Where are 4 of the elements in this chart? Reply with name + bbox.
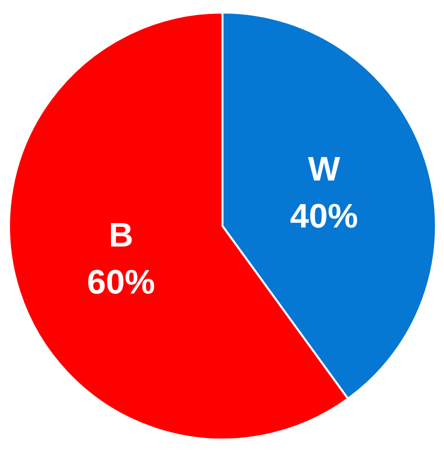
data-label: 60%	[86, 263, 156, 302]
slice-label: W	[308, 150, 341, 189]
slice-label: B	[108, 216, 134, 255]
data-label: 40%	[290, 197, 358, 236]
